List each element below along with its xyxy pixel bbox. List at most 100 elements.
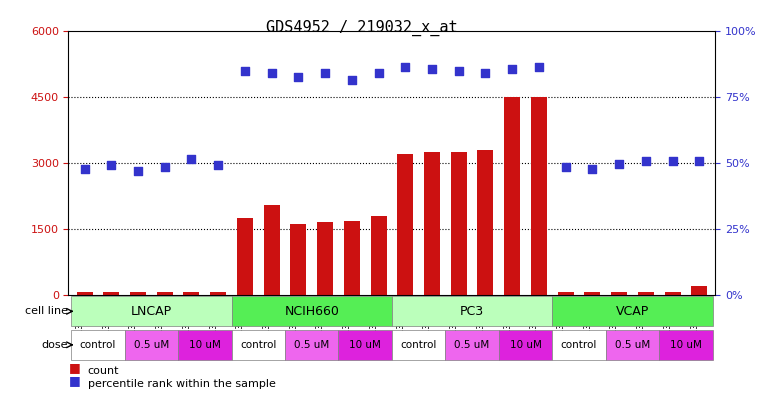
Text: ■: ■ <box>68 375 80 387</box>
Text: GSM1359762: GSM1359762 <box>289 300 298 346</box>
Bar <box>183 292 199 295</box>
Bar <box>531 97 547 295</box>
Text: GSM1359769: GSM1359769 <box>637 300 646 346</box>
Text: GSM1359761: GSM1359761 <box>263 300 272 346</box>
Text: 10 uM: 10 uM <box>189 340 221 350</box>
Text: GSM1359778: GSM1359778 <box>396 300 406 346</box>
Bar <box>157 292 173 295</box>
Point <box>186 156 198 162</box>
FancyBboxPatch shape <box>231 296 392 327</box>
Bar <box>317 222 333 295</box>
Text: GSM1359768: GSM1359768 <box>610 300 619 346</box>
Text: count: count <box>88 366 119 376</box>
Text: 0.5 uM: 0.5 uM <box>294 340 330 350</box>
Text: GSM1359767: GSM1359767 <box>584 300 592 346</box>
Bar <box>664 292 680 295</box>
Text: GSM1359781: GSM1359781 <box>476 300 486 346</box>
Point <box>533 63 545 70</box>
FancyBboxPatch shape <box>72 296 231 327</box>
Text: NCIH660: NCIH660 <box>285 305 339 318</box>
FancyBboxPatch shape <box>659 330 712 360</box>
Text: GSM1359775: GSM1359775 <box>156 300 164 346</box>
FancyBboxPatch shape <box>445 330 498 360</box>
Bar <box>558 292 574 295</box>
Text: GSM1359783: GSM1359783 <box>530 300 539 346</box>
Text: GSM1359776: GSM1359776 <box>183 300 192 346</box>
Text: 0.5 uM: 0.5 uM <box>134 340 169 350</box>
Point <box>105 162 117 168</box>
Text: dose: dose <box>41 340 68 350</box>
Bar <box>451 152 466 295</box>
Text: GSM1359770: GSM1359770 <box>664 300 673 346</box>
Point <box>559 164 572 171</box>
Bar <box>237 218 253 295</box>
Point <box>400 63 412 70</box>
Text: GSM1359774: GSM1359774 <box>129 300 138 346</box>
Text: GSM1359780: GSM1359780 <box>450 300 459 346</box>
Bar <box>638 292 654 295</box>
Text: GSM1359773: GSM1359773 <box>102 300 111 346</box>
Text: GDS4952 / 219032_x_at: GDS4952 / 219032_x_at <box>266 20 458 36</box>
Text: 0.5 uM: 0.5 uM <box>454 340 490 350</box>
FancyBboxPatch shape <box>285 330 339 360</box>
Point <box>586 165 598 172</box>
Bar <box>371 216 387 295</box>
Text: 10 uM: 10 uM <box>349 340 381 350</box>
Text: 10 uM: 10 uM <box>510 340 542 350</box>
FancyBboxPatch shape <box>552 330 606 360</box>
FancyBboxPatch shape <box>392 296 552 327</box>
Bar <box>103 292 119 295</box>
Bar <box>77 292 93 295</box>
Text: GSM1359779: GSM1359779 <box>423 300 432 346</box>
FancyBboxPatch shape <box>552 296 712 327</box>
Point <box>613 161 626 167</box>
Point <box>693 158 705 164</box>
Point <box>506 66 518 72</box>
Text: GSM1359782: GSM1359782 <box>503 300 512 346</box>
FancyBboxPatch shape <box>178 330 231 360</box>
Text: VCAP: VCAP <box>616 305 649 318</box>
Point <box>667 158 679 164</box>
Text: cell line: cell line <box>25 306 68 316</box>
Text: percentile rank within the sample: percentile rank within the sample <box>88 379 275 389</box>
FancyBboxPatch shape <box>498 330 552 360</box>
Text: PC3: PC3 <box>460 305 484 318</box>
Text: GSM1359777: GSM1359777 <box>209 300 218 346</box>
Bar <box>397 154 413 295</box>
FancyBboxPatch shape <box>72 330 125 360</box>
Bar <box>424 152 440 295</box>
FancyBboxPatch shape <box>125 330 178 360</box>
Bar <box>584 292 600 295</box>
Point <box>266 70 278 76</box>
Point <box>345 77 358 83</box>
Point <box>640 158 652 164</box>
Bar <box>263 205 279 295</box>
Point <box>212 162 224 168</box>
Text: GSM1359766: GSM1359766 <box>556 300 565 346</box>
Text: GSM1359760: GSM1359760 <box>236 300 245 346</box>
Bar <box>691 286 707 295</box>
FancyBboxPatch shape <box>606 330 659 360</box>
Point <box>372 70 384 76</box>
FancyBboxPatch shape <box>339 330 392 360</box>
Bar <box>611 292 627 295</box>
Point <box>158 164 170 171</box>
Point <box>292 74 304 81</box>
Text: control: control <box>240 340 276 350</box>
Point <box>319 70 331 76</box>
Text: GSM1359772: GSM1359772 <box>75 300 84 346</box>
Point <box>239 68 251 74</box>
Bar <box>130 292 146 295</box>
Point <box>426 66 438 72</box>
Bar <box>291 224 307 295</box>
Text: control: control <box>400 340 437 350</box>
Bar <box>344 221 360 295</box>
Point <box>132 168 144 174</box>
Text: GSM1359765: GSM1359765 <box>370 300 378 346</box>
FancyBboxPatch shape <box>231 330 285 360</box>
Text: control: control <box>80 340 116 350</box>
Text: GSM1359771: GSM1359771 <box>690 300 699 346</box>
Text: ■: ■ <box>68 362 80 375</box>
Text: 10 uM: 10 uM <box>670 340 702 350</box>
FancyBboxPatch shape <box>392 330 445 360</box>
